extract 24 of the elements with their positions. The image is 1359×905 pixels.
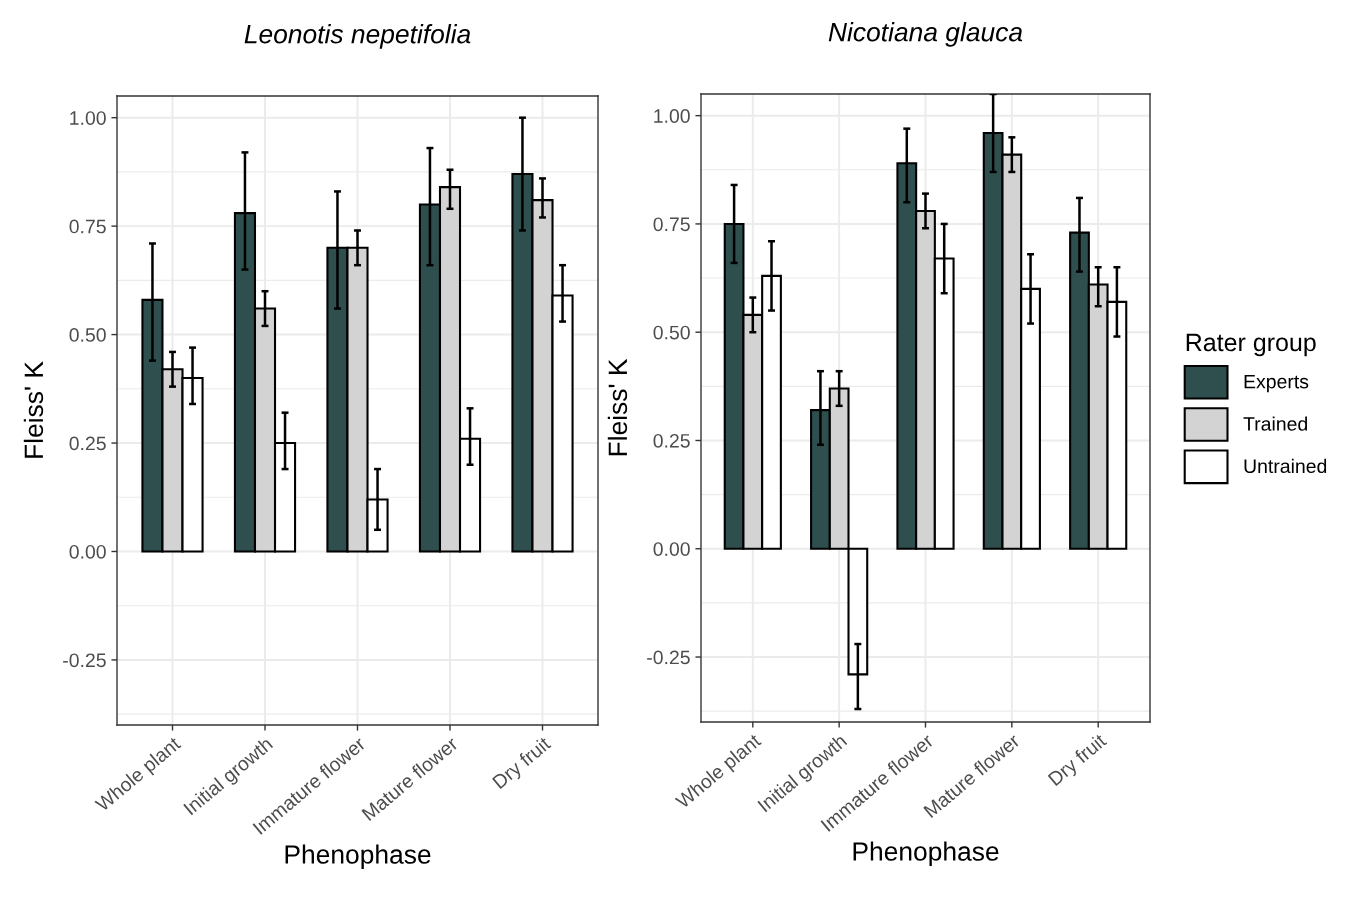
- y-tick-label: 0.75: [69, 219, 106, 234]
- legend-title: Rater group: [1186, 333, 1316, 357]
- y-tick-label: 0.75: [653, 217, 690, 232]
- x-tick-label: Dry fruit: [491, 735, 555, 793]
- chart-title: Nicotiana glauca: [828, 22, 1023, 47]
- y-tick-label: -0.25: [647, 650, 690, 665]
- y-tick-label: 0.25: [69, 436, 106, 451]
- y-tick-label: 0.50: [69, 328, 106, 342]
- x-axis-title: Phenophase: [853, 841, 999, 867]
- y-tick-label: 0.25: [653, 433, 690, 448]
- y-tick-label: 1.00: [654, 109, 690, 123]
- y-tick-label: 0.50: [653, 325, 690, 340]
- y-tick-label: 0.00: [653, 542, 690, 556]
- x-tick-label: Dry fruit: [1047, 732, 1110, 790]
- y-axis-title: Fleiss' K: [607, 358, 628, 456]
- y-tick-label: 0.00: [69, 544, 106, 559]
- chart-title: Leonotis nepetifolia: [244, 24, 471, 49]
- x-axis-title: Phenophase: [285, 844, 431, 870]
- y-tick-label: -0.25: [63, 653, 106, 668]
- legend-label: Experts: [1244, 374, 1309, 393]
- y-axis-title: Fleiss' K: [23, 361, 44, 458]
- legend-label: Trained: [1243, 416, 1307, 431]
- legend-label: Untrained: [1244, 458, 1327, 474]
- y-tick-label: 1.00: [70, 111, 106, 125]
